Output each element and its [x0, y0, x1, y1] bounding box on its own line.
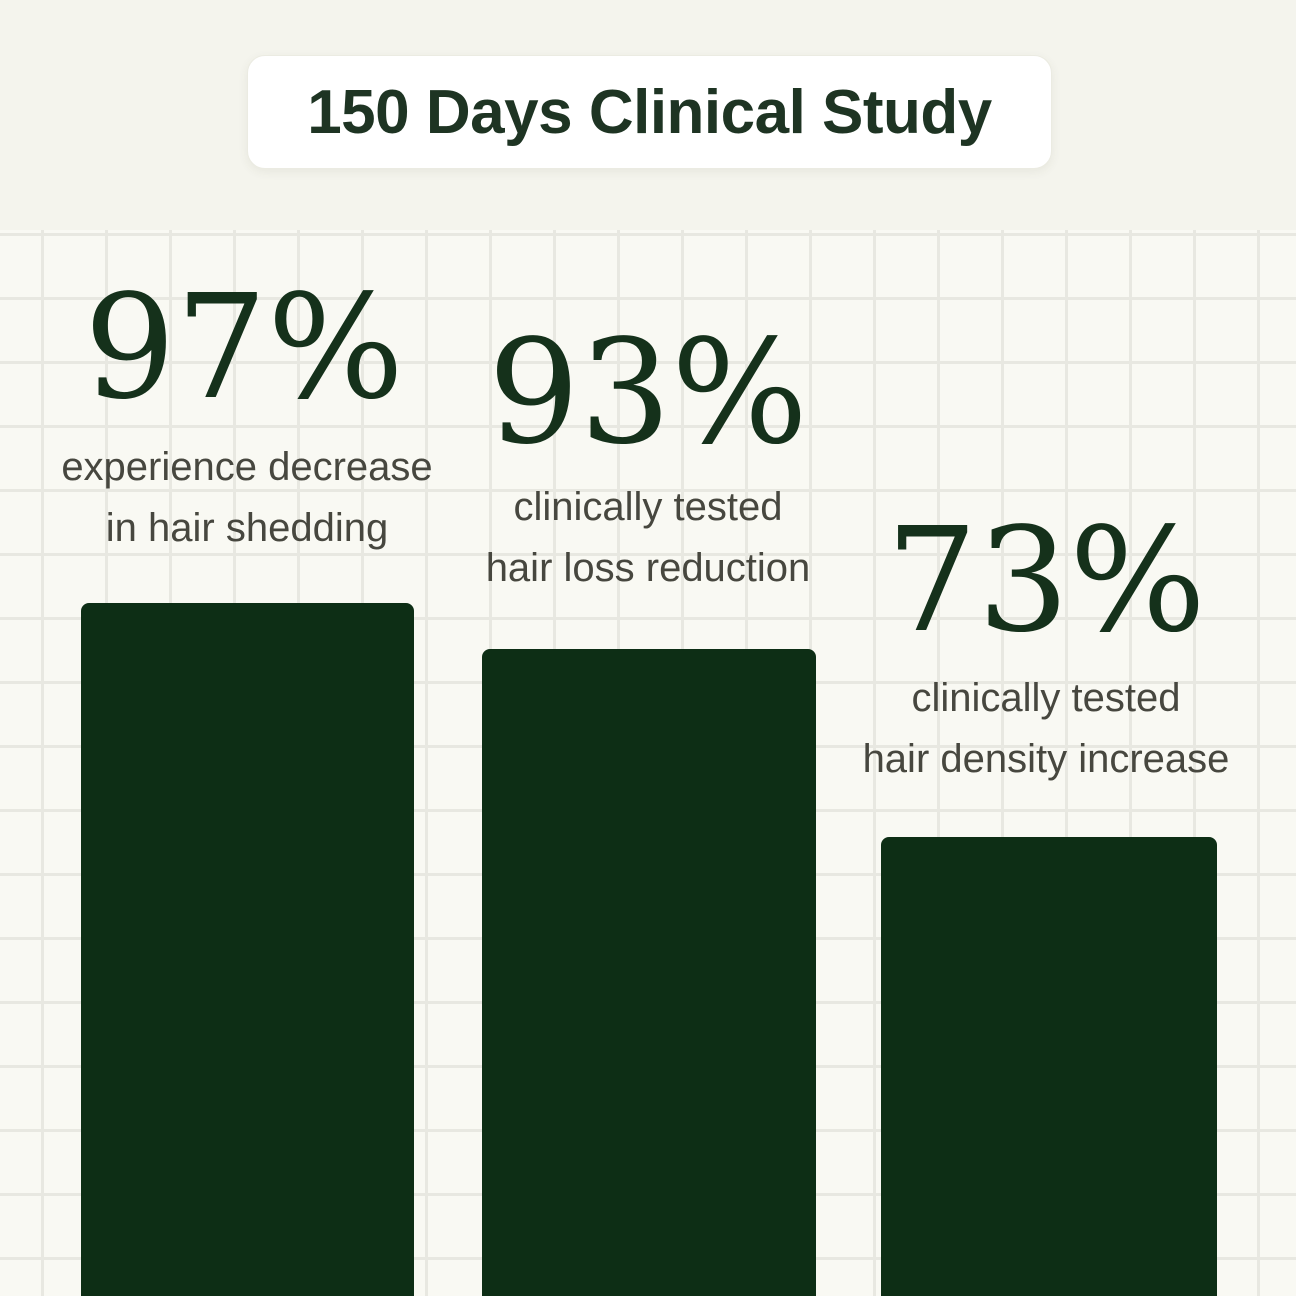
page-title: 150 Days Clinical Study [307, 77, 992, 147]
stat-caption-hair-loss-reduction-line2: hair loss reduction [485, 546, 811, 590]
bar-hair-loss-reduction [482, 649, 816, 1296]
bar-hair-density-increase [881, 837, 1217, 1296]
stat-caption-hair-shedding-line1: experience decrease [61, 445, 433, 489]
bar-hair-shedding [81, 603, 414, 1296]
stat-caption-hair-shedding-line2: in hair shedding [105, 506, 389, 550]
stat-value-hair-shedding: 97% [83, 263, 405, 431]
title-card: 150 Days Clinical Study [247, 55, 1052, 169]
stat-value-hair-loss-reduction: 93% [487, 308, 809, 476]
stat-value-hair-density-increase: 73% [885, 496, 1207, 664]
stat-caption-hair-loss-reduction-line1: clinically tested [513, 485, 783, 529]
stat-caption-hair-density-increase-line1: clinically tested [911, 676, 1181, 720]
stat-caption-hair-density-increase-line2: hair density increase [862, 737, 1230, 781]
